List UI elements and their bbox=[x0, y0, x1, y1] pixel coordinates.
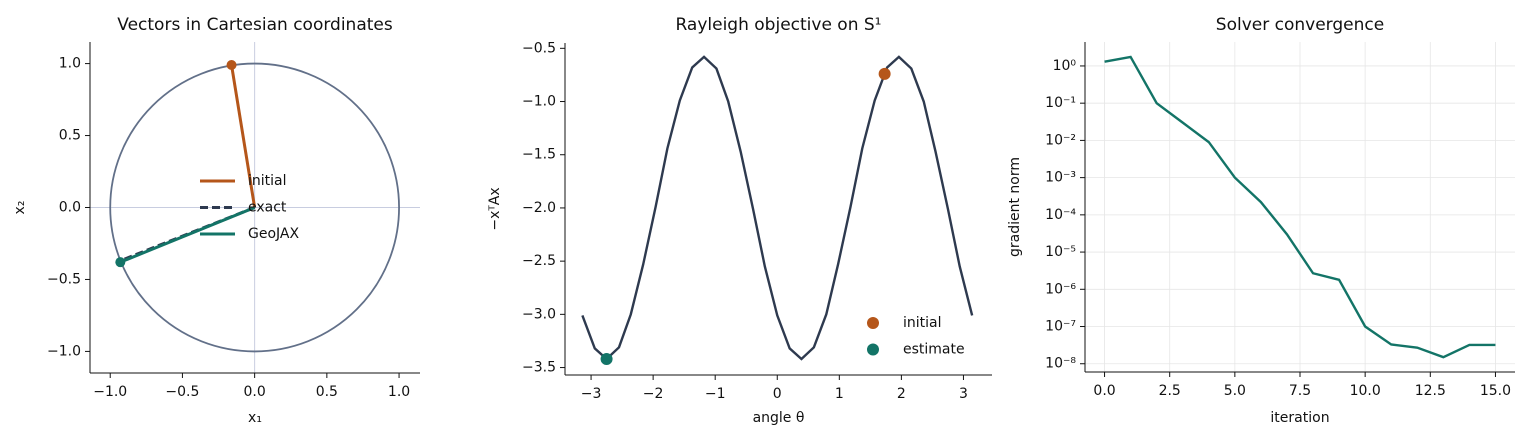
point bbox=[600, 353, 613, 366]
vector bbox=[119, 206, 256, 264]
x-tick-label: 12.5 bbox=[1415, 383, 1446, 399]
y-tick-label: −2.5 bbox=[522, 253, 556, 269]
y-tick-label: 10⁻⁶ bbox=[1045, 281, 1076, 297]
y-tick-label: 1.0 bbox=[59, 56, 81, 72]
x-tick-label: 0.0 bbox=[1093, 383, 1115, 399]
x-tick-label: −1.0 bbox=[93, 384, 127, 400]
legend-swatch bbox=[867, 317, 879, 329]
y-tick-label: 0.5 bbox=[59, 128, 81, 144]
x-axis-label: angle θ bbox=[753, 410, 805, 426]
y-tick-label: −1.5 bbox=[522, 147, 556, 163]
x-axis-label: x₁ bbox=[248, 410, 262, 426]
y-tick-label: 10⁻¹ bbox=[1045, 95, 1076, 111]
x-tick-label: 5.0 bbox=[1224, 383, 1246, 399]
x-tick-label: 10.0 bbox=[1350, 383, 1381, 399]
x-tick-label: 2 bbox=[897, 386, 906, 402]
x-tick-label: 1 bbox=[835, 386, 844, 402]
x-axis-label: iteration bbox=[1270, 410, 1329, 426]
vector bbox=[230, 64, 257, 208]
x-tick-label: −0.5 bbox=[165, 384, 199, 400]
legend-label: estimate bbox=[903, 342, 965, 358]
legend-label: GeoJAX bbox=[248, 226, 299, 242]
legend-label: initial bbox=[248, 173, 287, 189]
x-tick-label: −2 bbox=[643, 386, 664, 402]
line bbox=[1104, 55, 1496, 359]
y-tick-label: 0.0 bbox=[59, 200, 81, 216]
x-tick-label: 3 bbox=[959, 386, 968, 402]
x-tick-label: 15.0 bbox=[1480, 383, 1511, 399]
unit-circle bbox=[109, 62, 400, 353]
y-tick-label: 10⁻² bbox=[1045, 132, 1076, 148]
vector-tip bbox=[115, 257, 126, 268]
chart-title: Solver convergence bbox=[1216, 15, 1384, 35]
chart-title: Vectors in Cartesian coordinates bbox=[117, 15, 393, 35]
y-tick-label: −1.0 bbox=[522, 94, 556, 110]
y-tick-label: −1.0 bbox=[47, 343, 81, 359]
y-tick-label: 10⁻⁸ bbox=[1045, 356, 1076, 372]
y-tick-label: −3.5 bbox=[522, 360, 556, 376]
x-tick-label: 0.5 bbox=[316, 384, 338, 400]
x-tick-label: −3 bbox=[581, 386, 602, 402]
line bbox=[581, 55, 974, 361]
x-tick-label: 2.5 bbox=[1159, 383, 1181, 399]
point bbox=[878, 67, 891, 80]
x-tick-label: 0.0 bbox=[244, 384, 266, 400]
y-tick-label: −0.5 bbox=[522, 40, 556, 56]
y-axis-label: gradient norm bbox=[1007, 157, 1023, 257]
x-tick-label: −1 bbox=[705, 386, 726, 402]
y-tick-label: −3.0 bbox=[522, 306, 556, 322]
chart-title: Rayleigh objective on S¹ bbox=[675, 15, 881, 35]
legend-label: initial bbox=[903, 315, 942, 331]
x-tick-label: 0 bbox=[773, 386, 782, 402]
x-tick-label: 7.5 bbox=[1289, 383, 1311, 399]
y-axis-label: x₂ bbox=[12, 201, 28, 215]
vector-tip bbox=[226, 60, 237, 71]
y-tick-label: 10⁻⁵ bbox=[1045, 244, 1076, 260]
y-tick-label: 10⁻⁴ bbox=[1045, 207, 1076, 223]
y-axis-label: −xᵀAx bbox=[487, 187, 503, 230]
legend-label: exact bbox=[248, 200, 287, 216]
legend-swatch bbox=[867, 343, 879, 356]
y-tick-label: 10⁻⁷ bbox=[1045, 319, 1076, 335]
y-tick-label: −2.0 bbox=[522, 200, 556, 216]
y-tick-label: 10⁻³ bbox=[1045, 170, 1076, 186]
y-tick-label: −0.5 bbox=[47, 271, 81, 287]
x-tick-label: 1.0 bbox=[388, 384, 410, 400]
y-tick-label: 10⁰ bbox=[1053, 58, 1077, 74]
